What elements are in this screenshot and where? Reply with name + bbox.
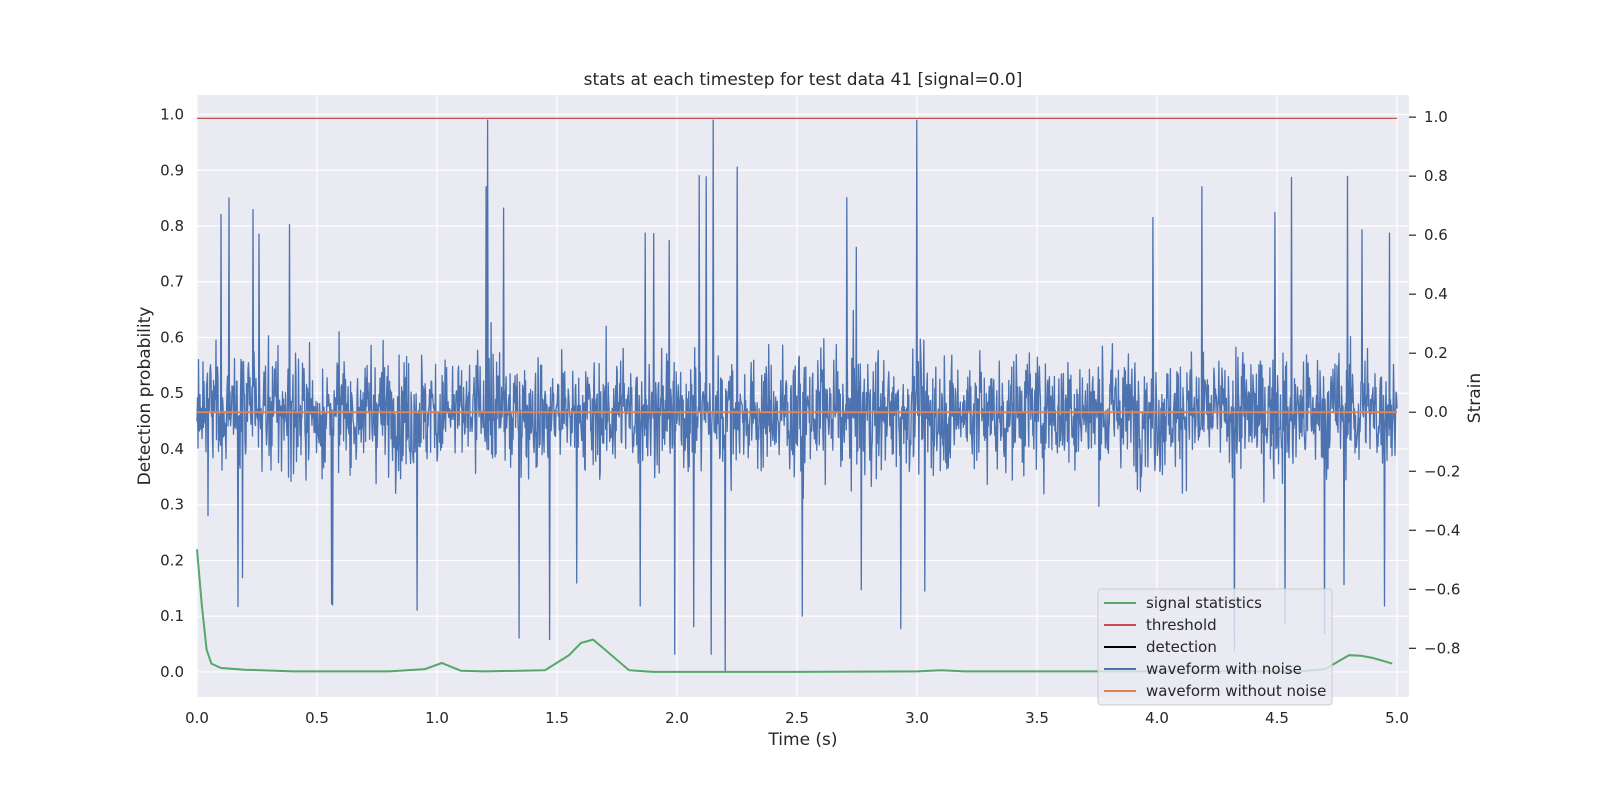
y2-tick-label: −0.6 [1424,580,1460,598]
y-axis-ticks: 0.0 0.1 0.2 0.3 0.4 0.5 0.6 0.7 0.8 0.9 1.0 [160,106,184,681]
y-tick-label: 0.9 [160,161,184,179]
y2-tick-label: 0.2 [1424,344,1448,362]
y-tick-label: 0.3 [160,496,184,514]
x-axis-ticks: 0.0 0.5 1.0 1.5 2.0 2.5 3.0 3.5 4.0 4.5 5.0 [185,709,1409,727]
y-tick-label: 0.0 [160,663,184,681]
legend-label-threshold: threshold [1146,616,1217,634]
y-tick-label: 0.7 [160,273,184,291]
y-tick-label: 0.2 [160,551,184,569]
x-tick-label: 3.0 [905,709,929,727]
y2-tick-label: −0.2 [1424,462,1460,480]
legend-label-signal-statistics: signal statistics [1146,594,1262,612]
y2-tick-label: 0.0 [1424,403,1448,421]
y2-axis-label: Strain [1465,373,1485,423]
y-tick-label: 0.5 [160,384,184,402]
y2-tick-label: 0.6 [1424,226,1448,244]
y-tick-label: 0.8 [160,217,184,235]
y2-tick-label: 1.0 [1424,108,1448,126]
x-tick-label: 5.0 [1385,709,1409,727]
x-axis-label: Time (s) [767,730,837,750]
y-tick-label: 0.4 [160,440,184,458]
legend-box [1097,588,1333,706]
x-tick-label: 1.0 [425,709,449,727]
legend-label-waveform-with-noise: waveform with noise [1146,660,1302,678]
waveform-with-noise-line [196,119,1398,673]
y-tick-label: 0.1 [160,607,184,625]
x-tick-label: 0.5 [305,709,329,727]
y-axis-label: Detection probability [135,307,155,486]
x-tick-label: 2.0 [665,709,689,727]
y2-tick-label: −0.4 [1424,521,1460,539]
y2-tick-label: 0.4 [1424,285,1448,303]
chart-title: stats at each timestep for test data 41 … [584,70,1023,90]
x-tick-label: 4.5 [1265,709,1289,727]
x-tick-label: 4.0 [1145,709,1169,727]
x-tick-label: 2.5 [785,709,809,727]
x-tick-label: 1.5 [545,709,569,727]
legend: signal statistics threshold detection wa… [1097,588,1333,706]
y2-tick-label: −0.8 [1424,639,1460,657]
y-tick-label: 1.0 [160,106,184,124]
y2-axis-ticks: 1.0 0.8 0.6 0.4 0.2 0.0 −0.2 −0.4 −0.6 −0.8 [1409,108,1460,657]
legend-label-waveform-without-noise: waveform without noise [1146,682,1326,700]
x-tick-label: 0.0 [185,709,209,727]
waveform-with-noise-trace [196,119,1398,673]
y2-tick-label: 0.8 [1424,167,1448,185]
y-tick-label: 0.6 [160,328,184,346]
legend-label-detection: detection [1146,638,1217,656]
x-tick-label: 3.5 [1025,709,1049,727]
